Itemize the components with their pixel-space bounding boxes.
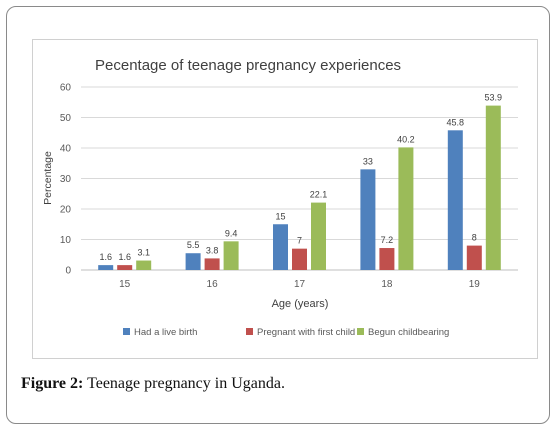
x-axis-label: Age (years) <box>272 298 329 310</box>
data-label: 15 <box>275 211 285 221</box>
legend-item: Pregnant with first child <box>246 327 355 338</box>
data-label: 8 <box>472 233 477 243</box>
x-tick-label: 16 <box>207 279 219 290</box>
chart-area: Pecentage of teenage pregnancy experienc… <box>32 39 538 359</box>
x-tick-label: 18 <box>381 279 393 290</box>
data-label: 5.5 <box>187 240 200 250</box>
bar <box>466 245 482 270</box>
x-tick-label: 15 <box>119 279 131 290</box>
bar <box>223 241 239 270</box>
bar <box>117 265 133 270</box>
legend-swatch <box>357 328 364 335</box>
bar <box>379 248 395 270</box>
data-label: 3.8 <box>206 245 219 255</box>
x-tick-label: 19 <box>469 279 481 290</box>
data-label: 1.6 <box>118 252 131 262</box>
bar-chart: Pecentage of teenage pregnancy experienc… <box>42 57 518 338</box>
data-label: 3.1 <box>137 248 150 258</box>
bar <box>292 248 307 270</box>
bar <box>360 169 376 270</box>
data-labels: 1.6 5.5 15 33 45.8 1.6 3.8 7 7.2 8 3.1 9.4 22.1 40.2 5… <box>99 93 502 263</box>
data-label: 22.1 <box>310 190 328 200</box>
y-tick-label: 60 <box>60 83 72 94</box>
legend-label: Had a live birth <box>134 327 197 338</box>
gridlines <box>81 86 518 271</box>
legend-item: Begun childbearing <box>357 327 449 338</box>
data-label: 7.2 <box>381 235 394 245</box>
bar <box>98 265 114 270</box>
caption-label: Figure 2: <box>21 375 84 392</box>
chart-title: Pecentage of teenage pregnancy experienc… <box>95 57 401 74</box>
legend-label: Pregnant with first child <box>257 327 355 338</box>
data-label: 40.2 <box>397 134 415 144</box>
legend-label: Begun childbearing <box>368 327 449 338</box>
bar <box>311 202 326 270</box>
legend-swatch <box>246 328 253 335</box>
bar <box>136 260 152 270</box>
bar <box>398 147 414 270</box>
data-label: 7 <box>297 236 302 246</box>
figure-caption: Figure 2: Teenage pregnancy in Uganda. <box>21 375 285 393</box>
data-label: 33 <box>363 156 373 166</box>
y-tick-label: 30 <box>60 174 72 185</box>
figure-frame: Pecentage of teenage pregnancy experienc… <box>6 6 550 424</box>
legend-item: Had a live birth <box>123 327 197 338</box>
bar-series <box>98 105 501 270</box>
y-tick-label: 0 <box>65 266 71 277</box>
y-tick-label: 20 <box>60 205 72 216</box>
bar <box>185 253 201 270</box>
data-label: 45.8 <box>447 117 465 127</box>
y-tick-label: 40 <box>60 144 72 155</box>
data-label: 1.6 <box>99 252 112 262</box>
bar <box>273 224 288 270</box>
legend: Had a live birth Pregnant with first chil… <box>123 327 449 338</box>
bar <box>447 130 463 270</box>
data-label: 53.9 <box>485 93 503 103</box>
y-tick-label: 10 <box>60 235 72 246</box>
bar <box>204 258 220 270</box>
bar <box>485 105 501 270</box>
data-label: 9.4 <box>225 228 238 238</box>
axis-ticks: 0 10 20 30 40 50 60 15 16 17 18 19 <box>60 83 480 291</box>
y-axis-label: Percentage <box>42 151 54 205</box>
caption-text: Teenage pregnancy in Uganda. <box>83 375 285 392</box>
legend-swatch <box>123 328 130 335</box>
x-tick-label: 17 <box>294 279 306 290</box>
y-tick-label: 50 <box>60 113 72 124</box>
